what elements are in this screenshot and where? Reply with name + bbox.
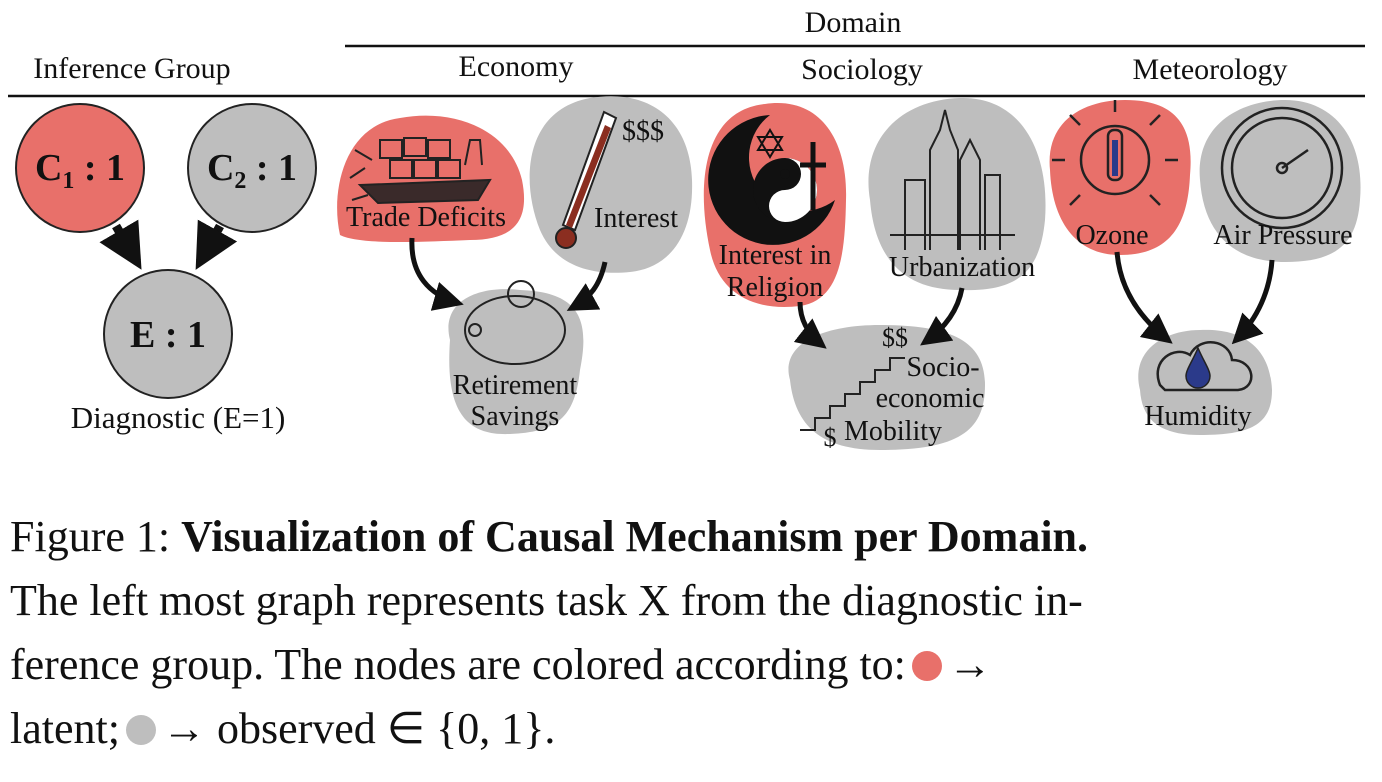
retirement-savings-blob bbox=[448, 289, 584, 435]
caption-arrow-2: → bbox=[161, 704, 206, 753]
arrow-c2-e bbox=[195, 219, 238, 270]
caption-line4b: observed ∈ {0, 1}. bbox=[216, 704, 556, 753]
node-c2 bbox=[187, 103, 317, 233]
retirement-savings-line2: Savings bbox=[471, 401, 560, 432]
mobility-line2: economic bbox=[876, 383, 985, 414]
caption-line4: latent; → observed ∈ {0, 1}. bbox=[10, 697, 1372, 761]
caption-arrow-1: → bbox=[947, 640, 992, 689]
arrow-interest-to-savings bbox=[566, 261, 608, 311]
latent-dot-icon bbox=[911, 651, 942, 681]
urbanization-label: Urbanization bbox=[889, 252, 1035, 283]
mobility-line1: Socio- bbox=[906, 352, 979, 383]
arrow-trade-to-savings bbox=[409, 237, 464, 311]
economy-graph: Trade Deficits $$$ Interest Retirement S… bbox=[337, 96, 693, 435]
dollar-signs-icon: $$$ bbox=[622, 116, 664, 147]
sociology-graph: Interest in Religion Urbanization $$ $ S… bbox=[703, 97, 1046, 452]
arrow-ozone-to-humidity bbox=[1114, 251, 1173, 344]
economy-header: Economy bbox=[459, 50, 574, 83]
sociology-header: Sociology bbox=[801, 53, 923, 86]
humidity-label: Humidity bbox=[1144, 401, 1251, 432]
air-pressure-label: Air Pressure bbox=[1213, 220, 1352, 251]
observed-dot-icon bbox=[125, 715, 156, 745]
thermometer-icon bbox=[555, 110, 618, 249]
staircase-icon bbox=[800, 357, 905, 431]
religion-symbols-icon bbox=[708, 115, 835, 245]
dollar-top-icon: $$ bbox=[882, 323, 908, 352]
barometer-icon bbox=[1220, 106, 1344, 230]
cloud-drop-icon bbox=[1156, 341, 1253, 392]
cargo-ship-icon bbox=[349, 137, 492, 205]
diagnostic-caption: Diagnostic (E=1) bbox=[71, 400, 286, 435]
causal-mechanism-figure: Domain Inference Group Economy Sociology… bbox=[8, 6, 1365, 452]
arrow-c1-e bbox=[99, 219, 142, 270]
arrow-urbanization-to-mobility bbox=[920, 287, 965, 346]
mobility-line3: Mobility bbox=[844, 416, 942, 447]
trade-deficits-label: Trade Deficits bbox=[346, 202, 506, 233]
ozone-label: Ozone bbox=[1075, 220, 1148, 251]
node-c2-label: C2 : 1 bbox=[207, 147, 297, 194]
caption-line4a: latent; bbox=[10, 704, 120, 753]
inference-group-header: Inference Group bbox=[33, 52, 230, 85]
caption-title: Visualization of Causal Mechanism per Do… bbox=[181, 512, 1089, 561]
religion-line1: Interest in bbox=[719, 240, 832, 271]
domain-header: Domain bbox=[805, 6, 902, 39]
mobility-blob bbox=[788, 325, 985, 450]
caption-line1: Figure 1: Visualization of Causal Mechan… bbox=[10, 505, 1372, 569]
caption-line3-text: ference group. The nodes are colored acc… bbox=[10, 640, 906, 689]
dollar-bottom-icon: $ bbox=[824, 423, 837, 452]
sun-thermometer-icon bbox=[1052, 100, 1178, 206]
meteorology-graph: Ozone Air Pressure Humidity bbox=[1049, 100, 1361, 435]
caption-line3: ference group. The nodes are colored acc… bbox=[10, 633, 1372, 697]
skyline-icon bbox=[890, 109, 1015, 250]
piggy-bank-icon bbox=[464, 280, 566, 365]
meteorology-header: Meteorology bbox=[1133, 53, 1288, 86]
node-e bbox=[103, 269, 233, 399]
arrow-religion-to-mobility bbox=[793, 301, 827, 349]
figure-caption: Figure 1: Visualization of Causal Mechan… bbox=[10, 505, 1372, 761]
node-e-label: E : 1 bbox=[130, 314, 206, 356]
node-c1 bbox=[15, 103, 145, 233]
retirement-savings-line1: Retirement bbox=[453, 370, 578, 401]
caption-prefix: Figure 1: bbox=[10, 512, 182, 561]
arrow-pressure-to-humidity bbox=[1231, 259, 1275, 345]
religion-line2: Religion bbox=[727, 272, 823, 303]
thermometer-mercury bbox=[1112, 140, 1118, 176]
caption-line2: The left most graph represents task X fr… bbox=[10, 576, 1083, 625]
node-c1-label: C1 : 1 bbox=[35, 147, 125, 194]
interest-label: Interest bbox=[594, 203, 678, 234]
inference-graph: C1 : 1 C2 : 1 E : 1 Diagnostic (E=1) bbox=[15, 103, 317, 435]
